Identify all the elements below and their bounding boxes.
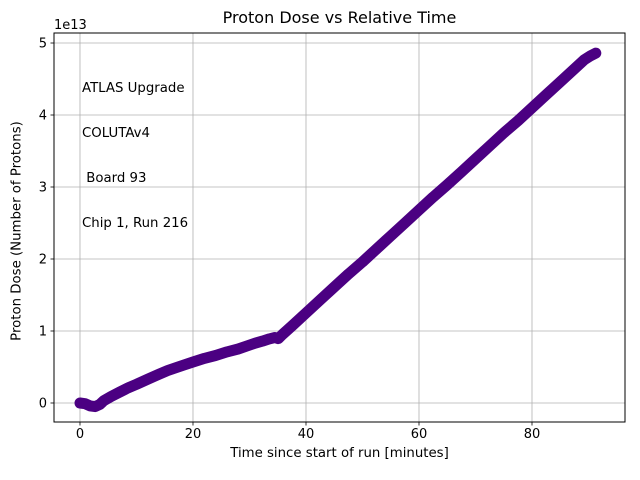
annotation-line: Board 93 [82,171,147,186]
y-axis-offset-text: 1e13 [54,18,87,33]
annotation-line: Chip 1, Run 216 [82,216,189,231]
x-tick-label: 40 [298,427,315,442]
x-axis-label: Time since start of run [minutes] [230,446,449,461]
data-series-line [74,47,602,413]
y-tick-label: 2 [39,252,47,267]
y-tick-label: 3 [39,181,47,196]
annotation-line: COLUTAv4 [82,126,150,141]
x-tick-label: 60 [411,427,428,442]
annotation-box: ATLAS Upgrade COLUTAv4 Board 93 Chip 1, … [82,51,188,261]
x-tick-label: 20 [185,427,202,442]
chart-title: Proton Dose vs Relative Time [222,8,457,27]
y-tick-label: 4 [39,109,47,124]
axes-spines [53,32,626,423]
y-tick-label: 1 [39,324,47,339]
y-tick-label: 0 [39,396,47,411]
x-tick-label: 0 [76,427,84,442]
y-tick-label: 5 [39,37,47,52]
annotation-line: ATLAS Upgrade [82,81,185,96]
x-tick-label: 80 [524,427,541,442]
